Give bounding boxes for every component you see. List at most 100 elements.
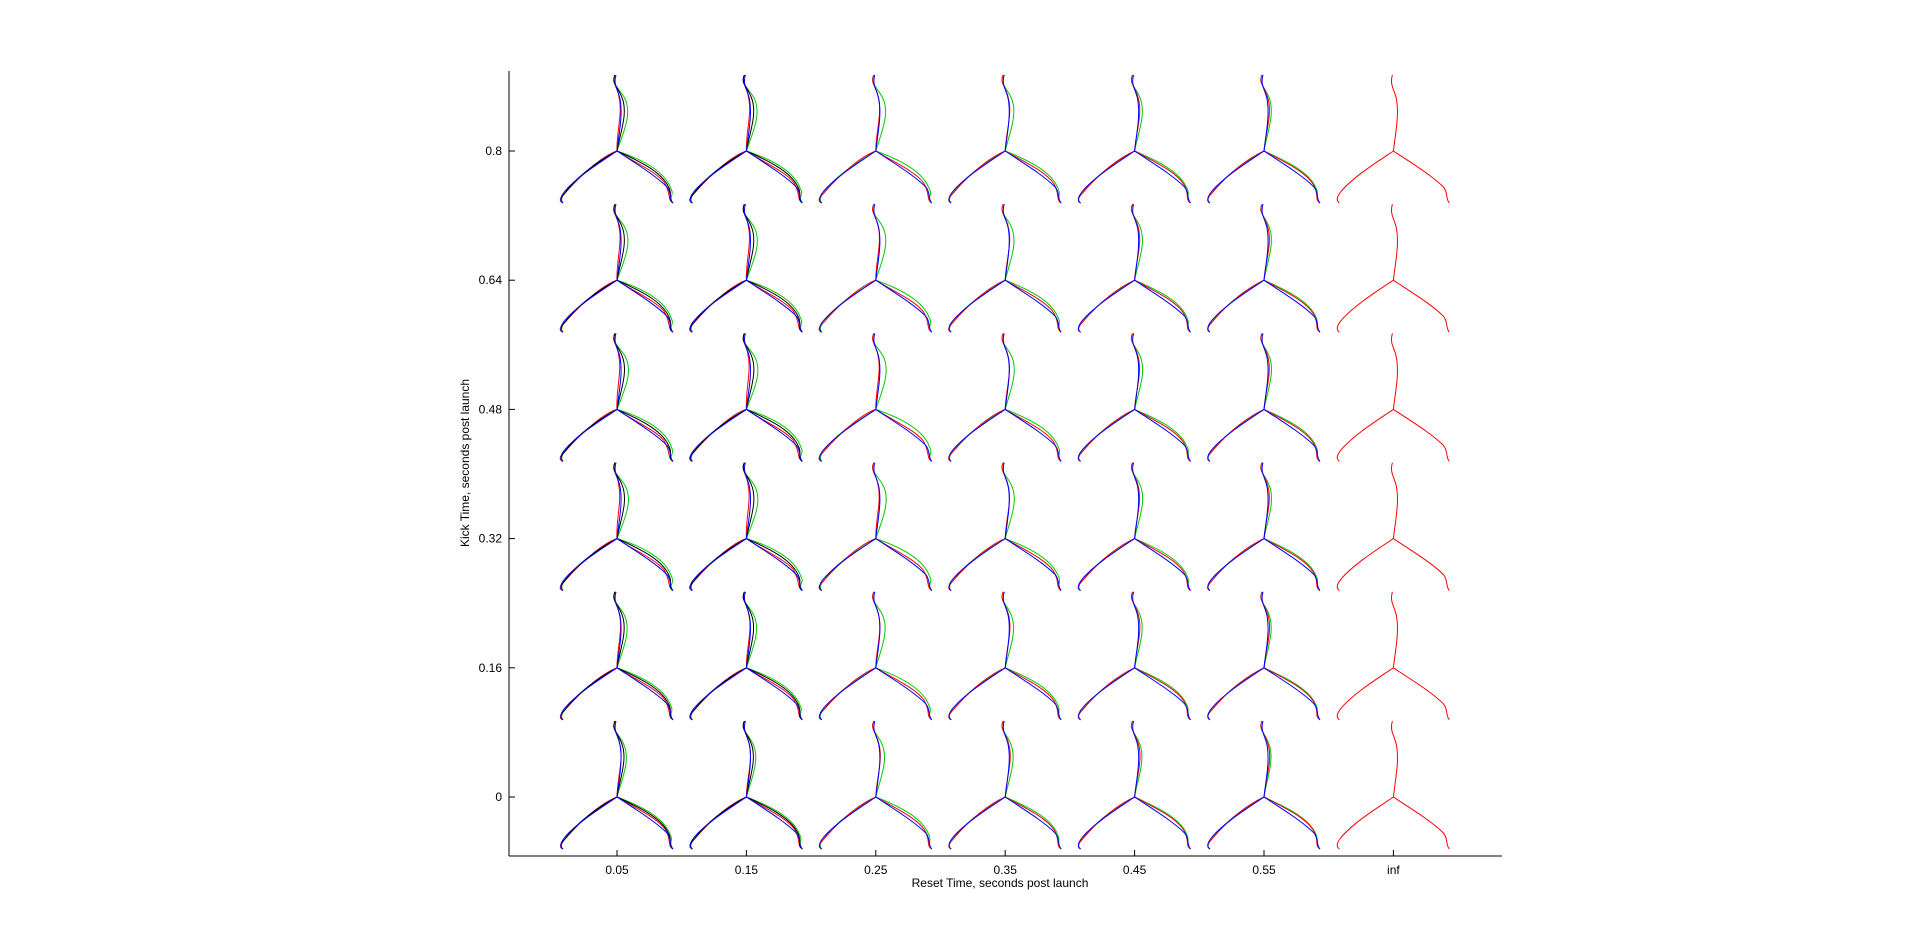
green-trace [561, 279, 618, 333]
blue-trace [1207, 279, 1265, 333]
blue-trace [873, 720, 881, 798]
red-trace [616, 150, 674, 204]
trajectory-glyph [1077, 203, 1191, 333]
red-trace [1077, 667, 1135, 721]
green-trace [1078, 667, 1135, 721]
y-tick-label: 0 [495, 790, 502, 804]
green-trace [819, 796, 877, 850]
blue-trace [1002, 462, 1010, 539]
black-trace [616, 408, 674, 462]
reference-trace [1336, 150, 1394, 204]
blue-trace [1002, 720, 1010, 798]
black-trace [742, 462, 755, 539]
red-trace [818, 538, 876, 592]
red-trace [689, 279, 747, 333]
blue-trace [1261, 74, 1269, 152]
red-trace [1263, 408, 1321, 462]
black-trace [746, 150, 803, 204]
trajectory-glyph [689, 74, 803, 204]
blue-trace [614, 591, 622, 668]
trajectory-glyph [1336, 74, 1450, 204]
blue-trace [875, 796, 933, 850]
blue-trace [1077, 408, 1135, 462]
blue-trace [819, 279, 877, 333]
blue-trace [746, 796, 803, 850]
trajectory-glyph [1207, 74, 1321, 204]
blue-trace [1077, 538, 1135, 591]
trajectory-glyph [1077, 333, 1191, 462]
y-axis-label: Kick Time, seconds post launch [458, 379, 472, 547]
black-trace [560, 150, 618, 204]
red-trace [818, 408, 876, 462]
blue-trace [1134, 408, 1191, 462]
red-trace [1207, 150, 1265, 204]
black-trace [616, 796, 674, 850]
reference-trace [1390, 591, 1398, 668]
black-trace [560, 279, 618, 333]
black-trace [560, 667, 618, 721]
x-tick-label: 0.05 [605, 863, 629, 877]
red-trace [746, 667, 803, 721]
blue-trace [689, 538, 747, 591]
black-trace [746, 796, 803, 850]
red-trace [746, 796, 803, 850]
green-trace [560, 796, 618, 850]
green-trace [616, 538, 674, 592]
blue-trace [873, 591, 881, 668]
trajectory-glyph [1207, 591, 1321, 721]
green-trace [1005, 150, 1062, 204]
blue-trace [560, 667, 618, 721]
green-trace [561, 538, 618, 591]
blue-trace [1077, 279, 1135, 333]
blue-trace [616, 796, 674, 850]
red-trace [1004, 667, 1062, 721]
green-trace [616, 279, 674, 333]
blue-trace [746, 408, 803, 462]
green-trace [1263, 279, 1321, 333]
green-trace [1263, 408, 1321, 462]
blue-trace [1002, 204, 1010, 281]
blue-trace [1004, 279, 1062, 333]
blue-trace [1207, 408, 1265, 462]
red-trace [1077, 408, 1135, 462]
blue-trace [560, 150, 618, 204]
blue-trace [948, 150, 1006, 204]
blue-trace [1134, 279, 1191, 333]
red-trace [1207, 538, 1265, 592]
blue-trace [1263, 796, 1321, 850]
trajectory-glyph [1336, 720, 1450, 850]
x-tick-label: 0.15 [735, 863, 759, 877]
blue-trace [1263, 538, 1321, 591]
red-trace [1134, 538, 1191, 592]
red-trace [875, 408, 933, 462]
blue-trace [1263, 279, 1321, 333]
trajectory-glyph [559, 74, 674, 204]
blue-trace [746, 667, 803, 721]
blue-trace [1002, 74, 1010, 152]
reference-trace [1393, 667, 1450, 721]
blue-trace [1002, 591, 1010, 668]
red-trace [559, 279, 618, 333]
red-trace [1004, 408, 1062, 462]
red-trace [746, 279, 803, 333]
trajectory-glyph [689, 591, 803, 721]
trajectory-glyph [1336, 591, 1450, 721]
black-trace [746, 408, 803, 462]
green-trace [1005, 667, 1062, 721]
green-trace [746, 408, 803, 462]
green-trace [1134, 667, 1191, 721]
blue-trace [689, 796, 747, 850]
blue-trace [819, 408, 877, 462]
red-trace [1134, 796, 1191, 850]
black-trace [689, 538, 747, 592]
green-trace [1263, 538, 1321, 592]
blue-trace [746, 279, 803, 333]
trajectory-glyph [559, 203, 674, 333]
red-trace [948, 667, 1006, 721]
green-trace [948, 667, 1006, 721]
red-trace [1263, 150, 1321, 204]
red-trace [875, 796, 933, 850]
red-trace [1207, 796, 1265, 850]
blue-trace [1004, 667, 1062, 721]
green-trace [1207, 408, 1265, 462]
